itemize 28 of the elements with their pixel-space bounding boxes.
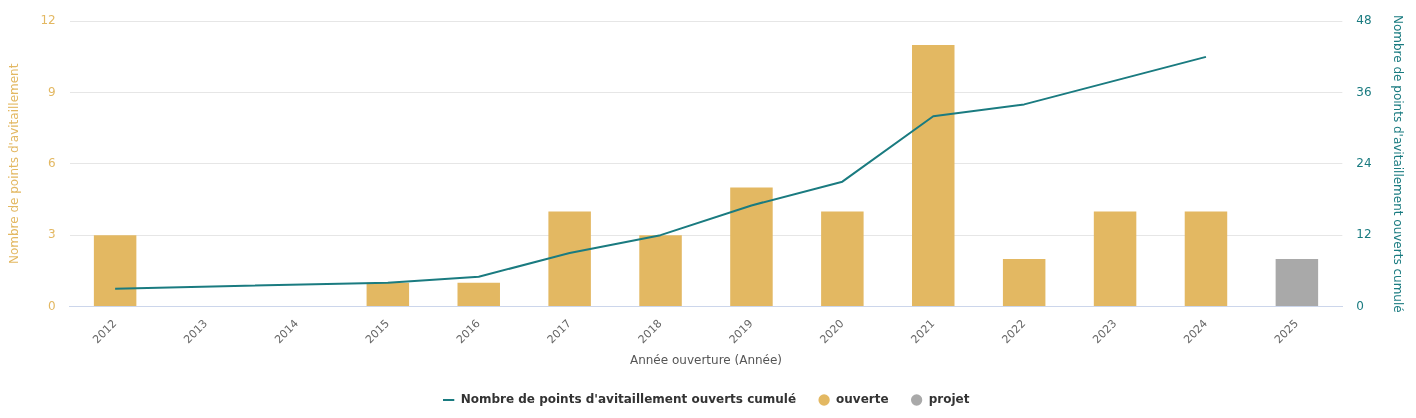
- y2-tick-label: 0: [1356, 298, 1364, 313]
- legend-label: projet: [928, 392, 970, 407]
- bar: [730, 187, 773, 306]
- legend-label: ouverte: [836, 392, 889, 407]
- bar: [93, 235, 137, 306]
- y2-tick-label: 36: [1356, 84, 1372, 99]
- y-axis-title: Nombre de points d'avitaillement: [7, 63, 22, 265]
- y2-axis-title: Nombre de points d'avitaillement ouverts cumulé: [1390, 14, 1405, 313]
- bar: [1002, 258, 1046, 306]
- bar: [1184, 211, 1228, 306]
- y2-tick-label: 48: [1356, 13, 1372, 28]
- bar: [639, 235, 682, 306]
- y-tick-label: 9: [48, 84, 56, 99]
- bar: [457, 282, 500, 306]
- y-tick-label: 0: [48, 298, 56, 313]
- bar: [821, 211, 864, 306]
- bar: [1093, 211, 1137, 306]
- y-tick-label: 12: [40, 13, 56, 28]
- x-axis-title: Année ouverture (Année): [629, 352, 783, 367]
- bar: [366, 282, 410, 306]
- y2-tick-label: 12: [1356, 227, 1372, 242]
- y-tick-label: 6: [48, 155, 56, 170]
- bar: [912, 44, 955, 306]
- y-tick-label: 3: [48, 227, 56, 242]
- y2-tick-label: 24: [1356, 155, 1372, 170]
- legend-label: Nombre de points d'avitaillement ouverts cumulé: [460, 392, 797, 407]
- bar: [548, 211, 591, 306]
- bar: [1275, 258, 1319, 306]
